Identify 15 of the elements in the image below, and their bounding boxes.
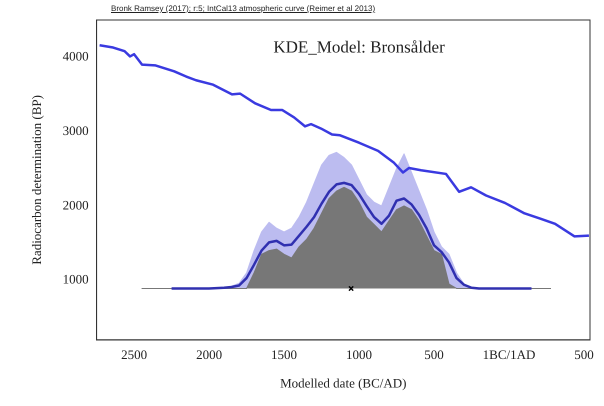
x-tick-label: 1000 bbox=[346, 347, 372, 362]
y-tick-label: 1000 bbox=[62, 272, 89, 287]
x-axis-title: Modelled date (BC/AD) bbox=[280, 376, 406, 391]
x-tick-label: 1BC/1AD bbox=[482, 347, 536, 362]
chart-subtitle: Bronk Ramsey (2017); r:5; IntCal13 atmospheric curve (Reimer et al 2013) bbox=[111, 4, 376, 13]
x-tick-label: 2000 bbox=[196, 347, 222, 362]
text: KDE_Model: Bronsålder bbox=[273, 37, 446, 56]
x-tick-label: 1500 bbox=[271, 347, 298, 362]
y-tick-label: 3000 bbox=[62, 122, 89, 138]
y-axis-title: Radiocarbon determination (BP) bbox=[29, 95, 44, 265]
y-tick-label: 4000 bbox=[62, 48, 89, 64]
x-tick-label: 2500 bbox=[121, 347, 148, 362]
x-tick-label: 500 bbox=[574, 347, 594, 362]
y-tick-label: 2000 bbox=[62, 197, 89, 212]
x-tick-label: 500 bbox=[424, 347, 444, 362]
